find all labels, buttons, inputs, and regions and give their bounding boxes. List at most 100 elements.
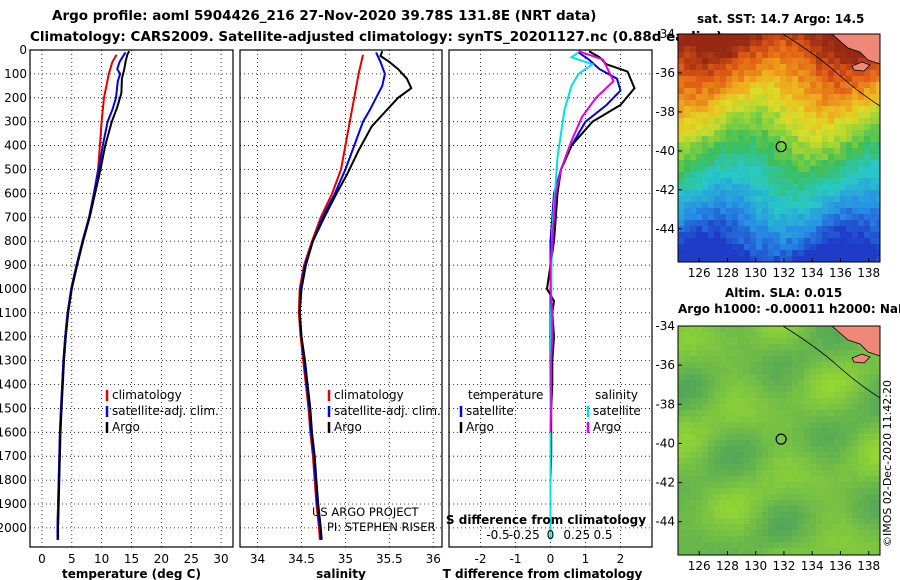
y-tick-label: 700 bbox=[4, 210, 27, 224]
x-tick-label: 10 bbox=[94, 552, 109, 566]
axes-frame bbox=[239, 49, 443, 548]
x-tick-label: 132 bbox=[772, 559, 795, 573]
y-tick-label: 900 bbox=[4, 258, 27, 272]
legend-label: satellite bbox=[466, 404, 514, 418]
legend-label: climatology bbox=[334, 388, 404, 402]
contour-line bbox=[782, 33, 881, 107]
y-tick-label: -44 bbox=[655, 515, 675, 529]
x-tick-label: 134 bbox=[801, 266, 824, 280]
x-tick-label: 25 bbox=[184, 552, 199, 566]
sst-field bbox=[678, 34, 880, 262]
x-tick-label: 5 bbox=[68, 552, 76, 566]
legend-label: Argo bbox=[466, 420, 494, 434]
series-line bbox=[57, 50, 130, 540]
x-tick-label: 35.5 bbox=[376, 552, 403, 566]
x-tick-label: 134 bbox=[801, 559, 824, 573]
argo-location-marker bbox=[775, 141, 787, 153]
y-tick-label: 1300 bbox=[0, 354, 27, 368]
x-tick-label: 0 bbox=[38, 552, 46, 566]
series-line bbox=[298, 50, 413, 540]
x-tick-label: 132 bbox=[772, 266, 795, 280]
legend-title: temperature bbox=[468, 388, 543, 402]
x-axis-label: salinity bbox=[316, 567, 366, 580]
top-tick-label: 0.25 bbox=[563, 528, 590, 542]
axes-frame bbox=[448, 49, 653, 548]
x-axis-label: T difference from climatology bbox=[443, 567, 643, 580]
legend-label: satellite-adj. clim. bbox=[334, 404, 441, 418]
sla-map-title-1: Altim. SLA: 0.015 bbox=[725, 286, 842, 300]
legend-label: satellite-adj. clim. bbox=[112, 404, 219, 418]
sst-map: 126 128 130 132 134 136 138 -34 -36 -38 -40 -42 -44 bbox=[655, 27, 881, 280]
y-tick-label: -44 bbox=[655, 222, 675, 236]
temperature-legend: climatology satellite-adj. clim. Argo bbox=[105, 388, 219, 434]
x-tick-label: 128 bbox=[716, 266, 739, 280]
sst-map-title: sat. SST: 14.7 Argo: 14.5 bbox=[697, 12, 864, 26]
y-tick-label: 1000 bbox=[0, 282, 27, 296]
y-tick-label: -40 bbox=[655, 436, 675, 450]
top-tick-label: -0.25 bbox=[509, 528, 540, 542]
y-tick-label: -40 bbox=[655, 144, 675, 158]
x-tick-label: 136 bbox=[829, 559, 852, 573]
x-tick-label: 1 bbox=[582, 552, 590, 566]
x-tick-label: 128 bbox=[716, 559, 739, 573]
y-tick-label: 200 bbox=[4, 91, 27, 105]
legend-label: Argo bbox=[112, 420, 140, 434]
x-tick-label: 15 bbox=[124, 552, 139, 566]
sla-map: 126 128 130 132 134 136 138 -34 -36 -38 -40 -42 -44 bbox=[655, 319, 881, 573]
x-tick-label: 20 bbox=[154, 552, 169, 566]
imos-stamp: ©IMOS 02-Dec-2020 11:42:20 bbox=[881, 380, 894, 547]
x-tick-label: 138 bbox=[857, 266, 880, 280]
difference-legend: temperature satellite Argo salinity satellit… bbox=[459, 388, 641, 434]
legend-label: climatology bbox=[112, 388, 182, 402]
map-frame bbox=[677, 325, 881, 556]
y-tick-label: 1200 bbox=[0, 330, 27, 344]
x-axis-label: temperature (deg C) bbox=[62, 567, 201, 580]
argo-location-marker bbox=[775, 433, 787, 445]
y-tick-label: -38 bbox=[655, 105, 675, 119]
series-line bbox=[297, 54, 364, 540]
x-tick-label: 136 bbox=[829, 266, 852, 280]
legend-title: salinity bbox=[595, 388, 638, 402]
header-line-1: Argo profile: aoml 5904426_216 27-Nov-20… bbox=[52, 8, 596, 24]
island bbox=[851, 61, 871, 72]
y-tick-label: 400 bbox=[4, 139, 27, 153]
x-tick-label: 0 bbox=[547, 552, 555, 566]
y-tick-label: 300 bbox=[4, 115, 27, 129]
top-tick-label: 0.5 bbox=[593, 528, 612, 542]
y-tick-label: -36 bbox=[655, 358, 675, 372]
map-frame bbox=[677, 33, 881, 263]
y-tick-label: 1900 bbox=[0, 497, 27, 511]
x-tick-label: 30 bbox=[213, 552, 228, 566]
x-tick-label: 34.5 bbox=[288, 552, 315, 566]
x-tick-label: 130 bbox=[744, 266, 767, 280]
y-tick-label: -34 bbox=[655, 319, 675, 333]
y-tick-label: 1500 bbox=[0, 401, 27, 415]
sla-map-title-2: Argo h1000: -0.00011 h2000: NaN bbox=[678, 302, 900, 316]
legend-label: satellite bbox=[593, 404, 641, 418]
x-tick-label: -2 bbox=[475, 552, 487, 566]
y-tick-label: 1700 bbox=[0, 449, 27, 463]
pi-annotation: PI: STEPHEN RISER bbox=[327, 520, 436, 534]
y-tick-label: 1100 bbox=[0, 306, 27, 320]
y-tick-label: 100 bbox=[4, 67, 27, 81]
y-tick-label: 1600 bbox=[0, 425, 27, 439]
salinity-legend: climatology satellite-adj. clim. Argo bbox=[327, 388, 441, 434]
top-tick-label: 0 bbox=[547, 528, 555, 542]
x-tick-label: 36 bbox=[426, 552, 441, 566]
contour-line bbox=[782, 325, 881, 399]
x-tick-label: 2 bbox=[617, 552, 625, 566]
y-tick-label: -36 bbox=[655, 66, 675, 80]
y-tick-label: 500 bbox=[4, 162, 27, 176]
x-tick-label: -1 bbox=[510, 552, 522, 566]
series-line bbox=[549, 51, 595, 540]
island bbox=[851, 353, 871, 364]
series-line bbox=[56, 54, 118, 540]
y-tick-label: 1400 bbox=[0, 378, 27, 392]
y-tick-label: 800 bbox=[4, 234, 27, 248]
x-tick-label: 130 bbox=[744, 559, 767, 573]
x-tick-label: 126 bbox=[688, 559, 711, 573]
x-tick-label: 35 bbox=[338, 552, 353, 566]
series-line bbox=[56, 51, 127, 540]
legend-label: Argo bbox=[593, 420, 621, 434]
